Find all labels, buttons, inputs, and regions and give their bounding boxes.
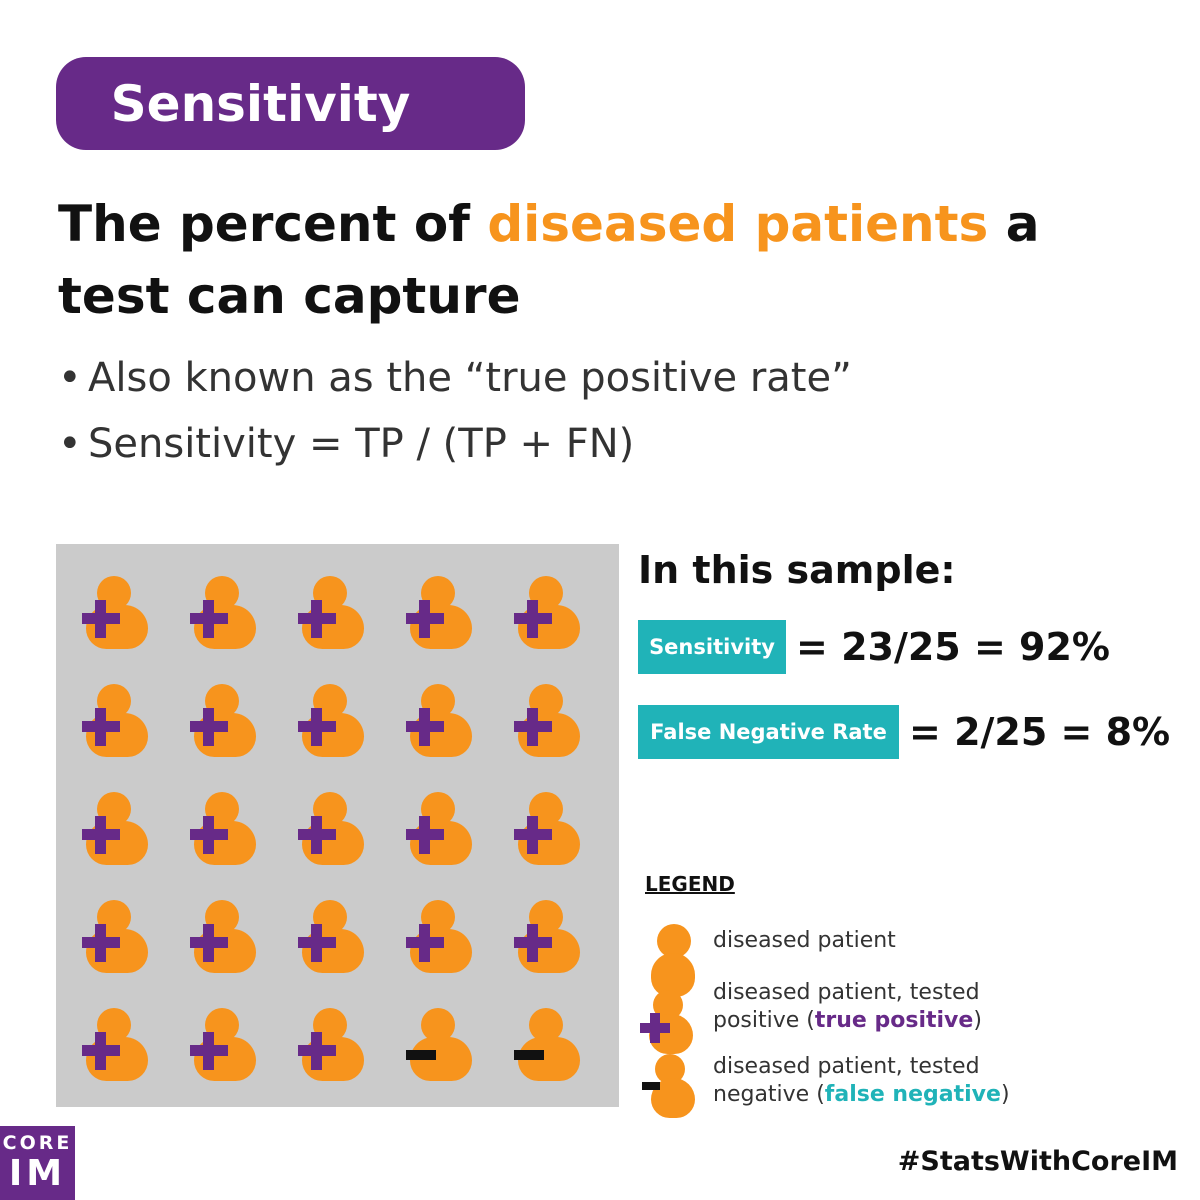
page-title: Sensitivity bbox=[110, 74, 411, 133]
minus-icon bbox=[406, 1050, 436, 1060]
legend-title: LEGEND bbox=[645, 872, 735, 896]
sensitivity-row: Sensitivity = 23/25 = 92% bbox=[638, 620, 1110, 674]
legend-item-2-bold: true positive bbox=[814, 1008, 974, 1033]
bullet-text-2: Sensitivity = TP / (TP + FN) bbox=[88, 421, 635, 467]
plus-icon bbox=[95, 708, 106, 746]
plus-icon bbox=[527, 816, 538, 854]
plus-icon bbox=[203, 816, 214, 854]
plus-icon bbox=[203, 924, 214, 962]
plus-icon bbox=[203, 708, 214, 746]
plus-icon bbox=[419, 924, 430, 962]
plus-icon bbox=[95, 1032, 106, 1070]
plus-icon bbox=[311, 924, 322, 962]
legend-text-true-positive: diseased patient, tested positive (true … bbox=[713, 979, 982, 1035]
legend-item-2-post: ) bbox=[973, 1008, 982, 1033]
headline-after: a test can capture bbox=[58, 195, 1040, 325]
patient-grid bbox=[56, 544, 619, 1107]
false-negative-rate-badge: False Negative Rate bbox=[638, 705, 899, 759]
title-pill: Sensitivity bbox=[56, 57, 525, 150]
plus-icon bbox=[203, 1032, 214, 1070]
legend-item-2-pre: positive ( bbox=[713, 1008, 815, 1033]
headline: The percent of diseased patients a test … bbox=[58, 188, 1158, 332]
false-negative-rate-value: = 2/25 = 8% bbox=[909, 710, 1171, 754]
plus-icon bbox=[311, 816, 322, 854]
sample-title: In this sample: bbox=[638, 548, 956, 592]
plus-icon bbox=[311, 1032, 322, 1070]
legend-item-3-line1: diseased patient, tested bbox=[713, 1054, 980, 1079]
plus-icon bbox=[95, 924, 106, 962]
plus-icon bbox=[95, 816, 106, 854]
minus-icon bbox=[514, 1050, 544, 1060]
legend-text-diseased: diseased patient bbox=[713, 927, 896, 955]
bullet-item: • Sensitivity = TP / (TP + FN) bbox=[58, 421, 635, 467]
sensitivity-value: = 23/25 = 92% bbox=[796, 625, 1110, 669]
legend-item-3-pre: negative ( bbox=[713, 1082, 825, 1107]
hashtag: #StatsWithCoreIM bbox=[897, 1146, 1178, 1177]
plus-icon bbox=[419, 600, 430, 638]
headline-highlight: diseased patients bbox=[487, 195, 989, 253]
headline-before: The percent of bbox=[58, 195, 488, 253]
bullet-item: • Also known as the “true positive rate” bbox=[58, 355, 852, 401]
logo-line-2: IM bbox=[8, 1153, 67, 1194]
plus-icon bbox=[311, 708, 322, 746]
legend-text-false-negative: diseased patient, tested negative (false… bbox=[713, 1053, 1010, 1109]
plus-icon bbox=[419, 816, 430, 854]
plus-icon bbox=[95, 600, 106, 638]
plus-icon bbox=[203, 600, 214, 638]
plus-icon bbox=[527, 708, 538, 746]
plus-icon bbox=[527, 600, 538, 638]
bullet-list: • Also known as the “true positive rate” … bbox=[58, 345, 852, 477]
logo-line-1: CORE bbox=[2, 1132, 73, 1154]
legend-item-1: diseased patient bbox=[713, 928, 896, 953]
false-negative-rate-row: False Negative Rate = 2/25 = 8% bbox=[638, 705, 1170, 759]
sensitivity-badge: Sensitivity bbox=[638, 620, 786, 674]
legend-item-3-bold: false negative bbox=[824, 1082, 1001, 1107]
plus-icon bbox=[311, 600, 322, 638]
core-im-logo: CORE IM bbox=[0, 1126, 75, 1200]
legend-item-3-post: ) bbox=[1000, 1082, 1010, 1107]
bullet-text-1: Also known as the “true positive rate” bbox=[88, 355, 852, 401]
legend-item-2-line1: diseased patient, tested bbox=[713, 980, 980, 1005]
plus-icon bbox=[419, 708, 430, 746]
plus-icon bbox=[527, 924, 538, 962]
